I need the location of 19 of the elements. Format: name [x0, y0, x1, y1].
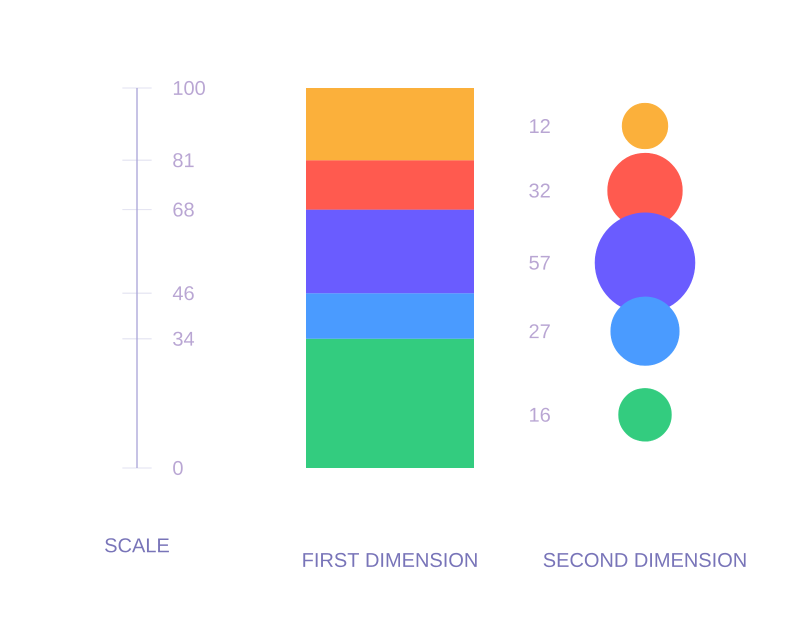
annotation: 57: [529, 256, 550, 270]
y-tick-label: 100: [174, 80, 205, 96]
y-tick-label: 81: [173, 153, 194, 168]
y-tick-label: 46: [172, 286, 194, 300]
bar: [306, 88, 474, 160]
y-tick-label: 34: [173, 332, 194, 346]
bar: [306, 210, 474, 294]
y-tick-label: 0: [173, 460, 183, 476]
bar: [306, 338, 474, 468]
bar: [306, 293, 474, 339]
bar: [306, 160, 474, 210]
annotation: 27: [530, 324, 550, 338]
x-tick-label: FIRST DIMENSION: [303, 552, 477, 568]
annotation: 16: [530, 408, 550, 422]
x-tick-label: SECOND DIMENSION: [544, 552, 746, 568]
y-tick-label: 68: [173, 202, 194, 217]
y-axis-title: SCALE: [105, 538, 169, 552]
annotation: 12: [530, 119, 550, 133]
annotation: 32: [529, 184, 550, 198]
